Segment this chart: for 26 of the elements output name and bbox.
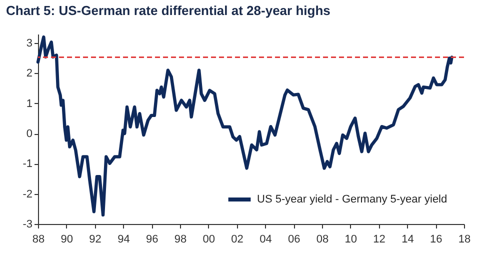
- x-tick-label: 06: [288, 234, 300, 246]
- y-tick-label: 1: [26, 98, 32, 110]
- x-tick-label: 02: [231, 234, 244, 246]
- x-tick-label: 04: [260, 234, 272, 246]
- x-tick-label: 92: [89, 234, 102, 246]
- y-tick-label: 2: [26, 68, 32, 80]
- x-tick-label: 08: [316, 234, 329, 246]
- x-tick-label: 94: [118, 234, 130, 246]
- y-tick-label: 0: [26, 128, 32, 140]
- y-tick-label: -1: [22, 158, 32, 170]
- x-tick-label: 00: [202, 234, 216, 246]
- legend-label: US 5-year yield - Germany 5-year yield: [257, 194, 448, 206]
- y-tick-label: -2: [22, 188, 32, 200]
- y-tick-label: 3: [26, 38, 32, 50]
- x-tick-label: 12: [373, 234, 386, 246]
- chart-title: Chart 5: US-German rate differential at 28-year highs: [6, 3, 330, 18]
- x-tick-label: 98: [174, 234, 187, 246]
- line-series: [36, 35, 454, 217]
- x-tick-label: 96: [146, 234, 158, 246]
- x-tick-label: 18: [458, 234, 471, 246]
- y-tick-label: -3: [22, 218, 32, 230]
- x-tick-label: 10: [344, 234, 358, 246]
- x-tick-label: 88: [32, 234, 45, 246]
- x-tick-label: 90: [60, 234, 74, 246]
- x-tick-label: 14: [402, 234, 414, 246]
- x-tick-label: 16: [430, 234, 442, 246]
